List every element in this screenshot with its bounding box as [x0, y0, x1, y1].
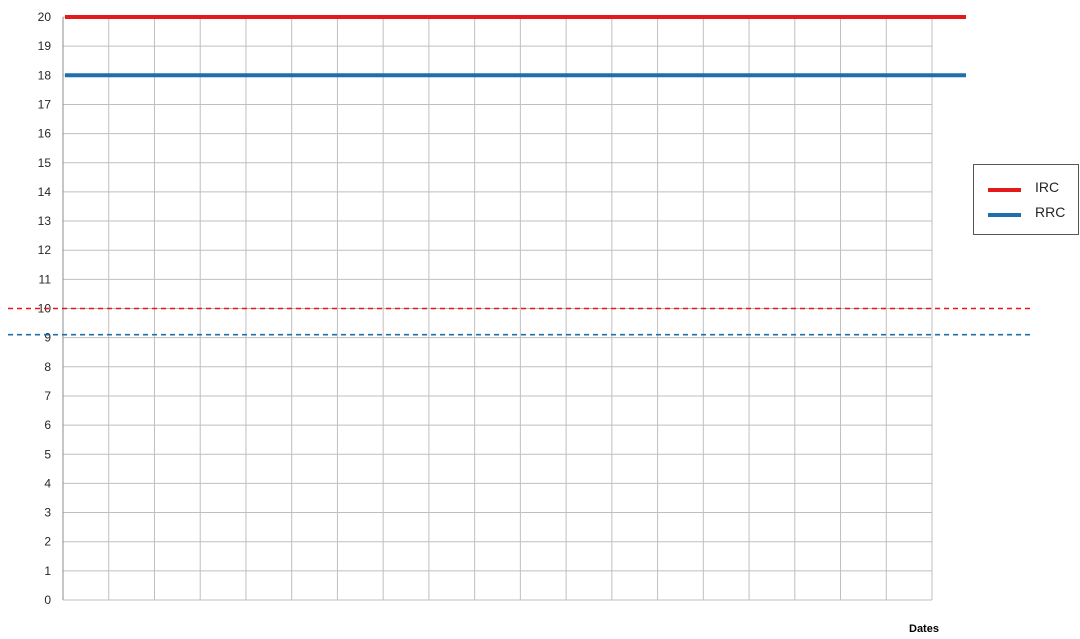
chart-grid — [62, 16, 933, 601]
y-tick-label: 16 — [38, 127, 52, 141]
y-tick-label: 0 — [44, 593, 51, 607]
y-tick-label: 5 — [44, 447, 51, 461]
y-tick-label: 2 — [44, 535, 51, 549]
y-tick-label: 20 — [38, 10, 52, 24]
y-tick-label: 18 — [38, 68, 52, 82]
y-tick-label: 19 — [38, 39, 52, 53]
y-tick-label: 9 — [44, 331, 51, 345]
y-tick-label: 11 — [39, 272, 52, 286]
y-tick-label: 15 — [38, 156, 52, 170]
y-tick-label: 4 — [44, 476, 51, 490]
series-lines — [65, 15, 966, 78]
y-tick-label: 17 — [38, 97, 52, 111]
y-tick-label: 7 — [44, 389, 51, 403]
legend-swatch-rrc — [988, 213, 1021, 217]
y-tick-label: 1 — [44, 564, 51, 578]
y-tick-label: 8 — [44, 360, 51, 374]
legend: IRC RRC — [973, 164, 1079, 235]
y-tick-label: 14 — [38, 185, 52, 199]
x-axis-label: Dates — [909, 623, 939, 635]
y-tick-label: 6 — [44, 418, 51, 432]
y-tick-label: 3 — [44, 506, 51, 520]
y-tick-label: 13 — [38, 214, 52, 228]
legend-label-rrc: RRC — [1035, 204, 1066, 220]
legend-swatch-irc — [988, 188, 1021, 192]
legend-label-irc: IRC — [1035, 179, 1060, 195]
y-tick-label: 12 — [38, 243, 52, 257]
